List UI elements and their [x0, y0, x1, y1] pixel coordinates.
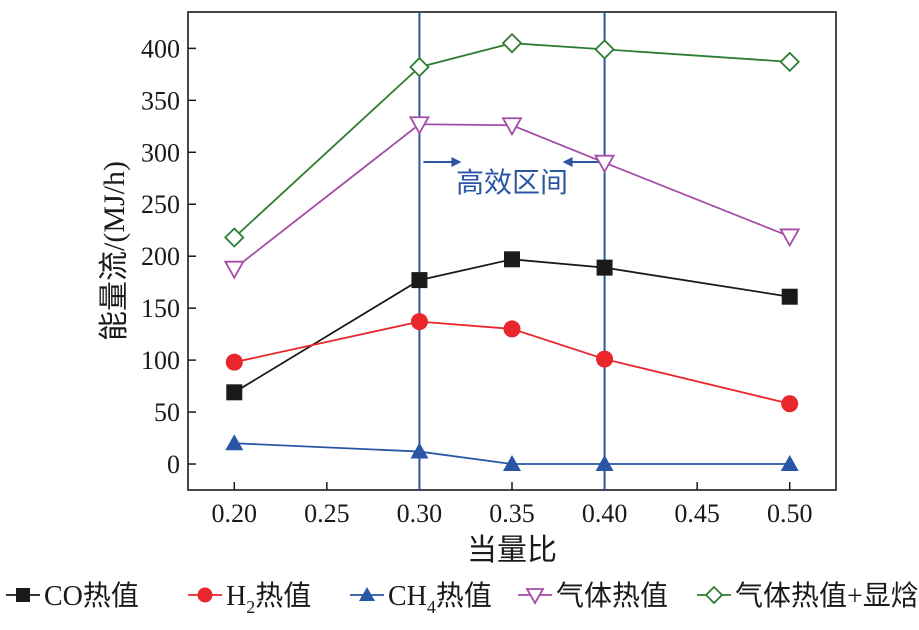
legend-label-pre: CH — [388, 581, 427, 612]
legend-item: H2热值 — [188, 580, 311, 617]
x-tick-label: 0.30 — [397, 499, 443, 528]
legend-item: CO热值 — [6, 580, 139, 612]
data-point — [408, 116, 430, 136]
legend-label: 气体热值+显焓 — [735, 580, 919, 612]
legend-item: 气体热值+显焓 — [697, 580, 919, 612]
x-tick-label: 0.20 — [212, 499, 258, 528]
region-label: 高效区间 — [456, 167, 568, 199]
data-point — [410, 313, 428, 331]
series-2 — [225, 434, 799, 472]
legend-marker — [197, 587, 213, 603]
legend-label: CO热值 — [44, 580, 139, 612]
data-point — [594, 39, 615, 60]
plot-frame — [187, 11, 837, 491]
data-point — [225, 353, 243, 371]
legend: CO热值 H2热值 CH4热值 气体热值 气体热值+显焓 — [6, 580, 919, 617]
legend-label-sub: 4 — [427, 597, 436, 617]
y-tick-label: 50 — [154, 398, 180, 427]
data-point — [594, 154, 616, 174]
series-line — [233, 42, 790, 239]
x-tick-label: 0.40 — [582, 499, 628, 528]
data-point — [225, 434, 244, 451]
y-axis: 0 50 100 150 200 250 300 350 400 — [141, 34, 196, 479]
legend-marker — [16, 588, 30, 602]
data-point — [501, 32, 523, 54]
region-arrow-right-head — [451, 157, 462, 167]
data-point — [224, 227, 245, 248]
legend-marker — [704, 585, 724, 605]
legend-item: CH4热值 — [350, 580, 492, 617]
efficiency-region: 高效区间 — [418, 12, 606, 490]
data-point — [503, 320, 521, 338]
legend-item: 气体热值 — [518, 580, 668, 612]
x-tick-label: 0.45 — [674, 499, 720, 528]
x-axis-title: 当量比 — [467, 534, 557, 567]
legend-label-pre: H — [226, 581, 246, 612]
y-tick-label: 150 — [141, 294, 180, 323]
data-point — [596, 259, 613, 276]
legend-marker — [525, 588, 545, 605]
data-point — [503, 455, 521, 472]
data-point — [781, 288, 798, 305]
legend-label: CH4热值 — [388, 580, 492, 617]
data-point — [779, 51, 800, 73]
y-axis-title: 能量流/(MJ/h) — [98, 161, 131, 341]
legend-label-post: 热值 — [255, 580, 311, 612]
data-point — [596, 350, 614, 368]
series-4 — [224, 32, 800, 248]
y-tick-label: 200 — [141, 242, 180, 271]
series-0 — [226, 251, 798, 401]
legend-label: 气体热值 — [556, 580, 668, 612]
x-tick-label: 0.50 — [767, 499, 813, 528]
data-point — [411, 272, 428, 289]
data-point — [409, 56, 430, 78]
data-point — [779, 228, 801, 248]
y-tick-label: 350 — [141, 86, 180, 115]
y-tick-label: 250 — [141, 190, 180, 219]
data-point — [781, 395, 799, 413]
y-tick-label: 400 — [141, 34, 180, 63]
data-point — [504, 251, 520, 268]
x-axis: 0.20 0.25 0.30 0.35 0.40 0.45 0.50 — [212, 482, 813, 528]
series-3 — [223, 116, 801, 280]
series-1 — [225, 313, 799, 413]
plot-border — [187, 11, 837, 491]
x-tick-label: 0.25 — [304, 499, 350, 528]
data-point — [410, 442, 429, 459]
y-tick-label: 300 — [141, 138, 180, 167]
legend-marker — [359, 587, 375, 601]
data-point — [226, 384, 243, 401]
legend-label-sub: 2 — [246, 597, 255, 617]
region-arrow-left-head — [562, 157, 573, 167]
legend-label-post: 热值 — [436, 580, 492, 612]
y-tick-label: 100 — [141, 346, 180, 375]
data-point — [223, 260, 245, 280]
series-layer — [223, 32, 801, 472]
data-point — [501, 117, 523, 137]
legend-label: H2热值 — [226, 580, 311, 617]
data-point — [595, 455, 614, 472]
data-point — [780, 455, 799, 472]
x-tick-label: 0.35 — [489, 499, 535, 528]
y-tick-label: 0 — [167, 450, 180, 479]
